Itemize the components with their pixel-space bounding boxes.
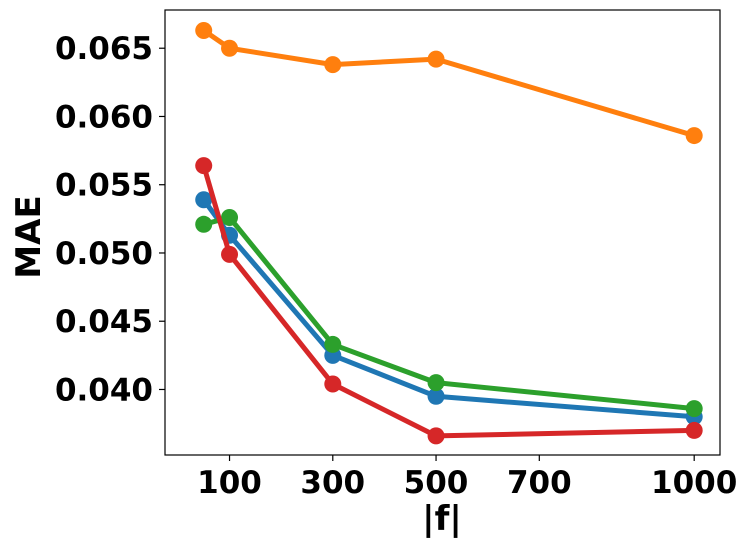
series-green-point <box>324 335 342 353</box>
x-tick-label: 300 <box>300 465 365 501</box>
y-tick-label: 0.065 <box>55 31 153 67</box>
y-axis-label: MAE <box>9 195 49 278</box>
series-layer <box>195 21 703 445</box>
series-orange <box>195 21 703 145</box>
series-red-point <box>221 245 239 263</box>
series-orange-point <box>221 39 239 57</box>
series-green-point <box>195 215 213 233</box>
x-tick-label: 1000 <box>651 465 737 501</box>
y-tick-label: 0.050 <box>55 236 153 272</box>
y-axis: 0.040 0.045 0.050 0.055 0.060 0.065 <box>55 31 165 408</box>
series-red-point <box>685 421 703 439</box>
plot-frame <box>164 9 721 456</box>
series-orange-point <box>427 50 445 68</box>
series-red-point <box>195 157 213 175</box>
x-axis: 100 300 500 700 1000 <box>197 455 737 501</box>
series-red-point <box>427 427 445 445</box>
series-green-point <box>221 208 239 226</box>
series-green-point <box>427 374 445 392</box>
series-orange-point <box>195 21 213 39</box>
x-axis-label: |f| <box>422 499 462 539</box>
series-orange-point <box>685 127 703 145</box>
series-orange-line <box>201 27 697 139</box>
x-tick-label: 500 <box>404 465 469 501</box>
series-red <box>195 157 703 445</box>
y-tick-label: 0.040 <box>55 372 153 408</box>
series-orange-point <box>324 56 342 74</box>
series-green <box>195 208 703 418</box>
series-green-point <box>685 400 703 418</box>
y-tick-label: 0.045 <box>55 304 153 340</box>
x-tick-label: 100 <box>197 465 262 501</box>
series-blue-point <box>195 191 213 209</box>
series-red-point <box>324 375 342 393</box>
y-tick-label: 0.055 <box>55 168 153 204</box>
series-blue-point <box>427 387 445 405</box>
x-tick-label: 700 <box>507 465 572 501</box>
y-tick-label: 0.060 <box>55 99 153 135</box>
